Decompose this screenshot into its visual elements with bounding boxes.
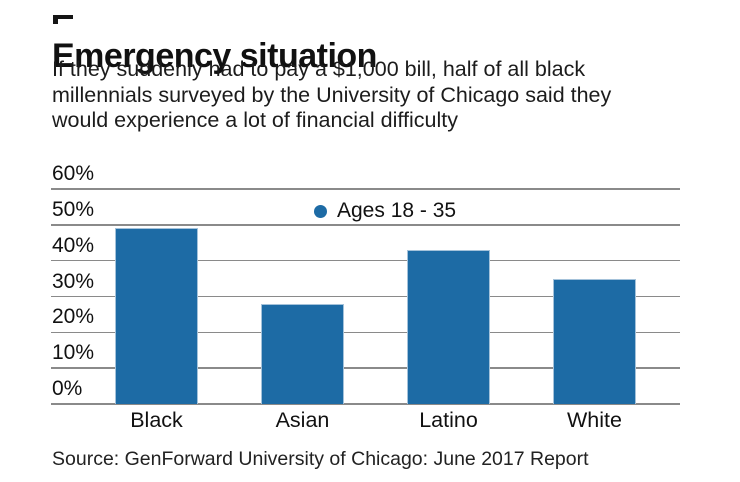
gridline bbox=[51, 295, 680, 298]
bar-white bbox=[553, 278, 636, 404]
legend: Ages 18 - 35 bbox=[314, 199, 456, 223]
y-tick-label: 50% bbox=[52, 197, 95, 221]
gridline bbox=[51, 403, 680, 405]
y-tick-label: 20% bbox=[52, 305, 95, 329]
x-tick-label: Asian bbox=[275, 408, 330, 432]
subtitle-line: If they suddenly had to pay a $1,000 bil… bbox=[52, 57, 586, 81]
chart-subtitle: If they suddenly had to pay a $1,000 bil… bbox=[52, 57, 611, 134]
bar-latino bbox=[407, 249, 490, 404]
subtitle-line: millennials surveyed by the University o… bbox=[52, 82, 612, 107]
y-tick-label: 40% bbox=[52, 233, 95, 257]
x-tick-label: White bbox=[567, 408, 622, 432]
y-tick-label: 10% bbox=[52, 341, 95, 365]
x-tick-label: Latino bbox=[419, 408, 478, 432]
plot-area: 0% 10% 20% 30% 40% 50% 60% Black Asian Latino Whit… bbox=[51, 162, 680, 432]
y-tick-label: 0% bbox=[52, 377, 83, 400]
y-tick-label: 30% bbox=[52, 269, 95, 293]
page-title: Emergency situation bbox=[52, 36, 377, 75]
legend-label: Ages 18 - 35 bbox=[337, 199, 457, 222]
gridline bbox=[51, 224, 680, 226]
legend-marker-icon bbox=[314, 204, 327, 218]
gridline bbox=[51, 259, 680, 262]
gridline bbox=[51, 331, 680, 334]
gridline bbox=[51, 367, 680, 369]
subtitle-line: would experience a lot of financial diff… bbox=[52, 108, 458, 132]
source-note: Source: GenForward University of Chicago… bbox=[52, 448, 589, 470]
x-tick-label: Black bbox=[130, 408, 183, 432]
y-tick-label: 60% bbox=[52, 162, 95, 185]
corner-mark bbox=[53, 15, 73, 24]
bar-asian bbox=[261, 303, 344, 404]
gridline bbox=[51, 188, 680, 190]
bar-black bbox=[115, 228, 198, 404]
